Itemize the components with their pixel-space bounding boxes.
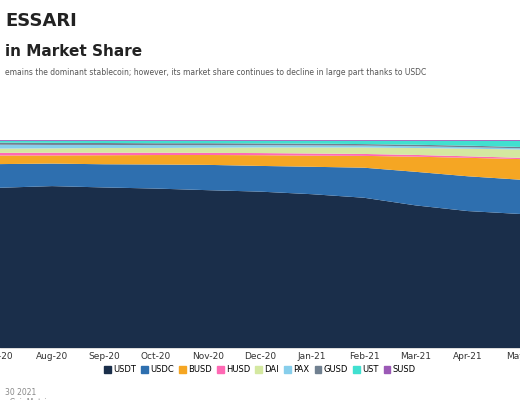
Text: in Market Share: in Market Share bbox=[5, 44, 142, 59]
Legend: USDT, USDC, BUSD, HUSD, DAI, PAX, GUSD, UST, SUSD: USDT, USDC, BUSD, HUSD, DAI, PAX, GUSD, … bbox=[104, 366, 416, 374]
Text: ESSARI: ESSARI bbox=[5, 12, 77, 30]
Text: emains the dominant stablecoin; however, its market share continues to decline i: emains the dominant stablecoin; however,… bbox=[5, 68, 426, 77]
Text: 30 2021
, CoinMetrics: 30 2021 , CoinMetrics bbox=[5, 388, 55, 400]
